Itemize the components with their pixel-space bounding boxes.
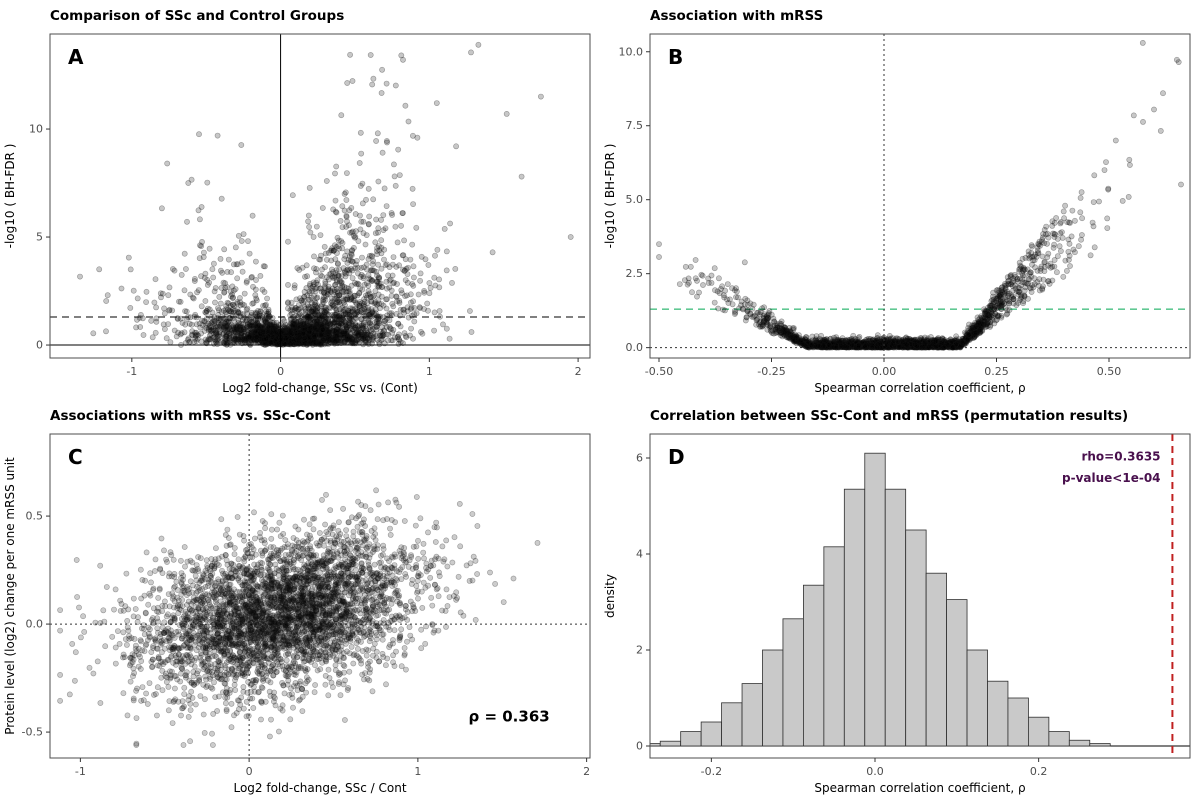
panel-a: Comparison of SSc and Control Groups -1 0…: [0, 0, 600, 400]
svg-text:2: 2: [575, 365, 582, 378]
svg-text:Log2 fold-change, SSc vs. (Con: Log2 fold-change, SSc vs. (Cont): [222, 381, 418, 395]
panel-a-volcano-plot: -1 0 1 2 0 5 10 Log2 fold-change, SSc vs. (Cont…: [3, 33, 591, 395]
panel-b-title: Association with mRSS: [650, 8, 824, 24]
svg-text:1: 1: [426, 365, 433, 378]
panel-c: Associations with mRSS vs. SSc-Cont -1 0 1…: [0, 400, 600, 800]
panel-b: Association with mRSS -0.50 -0.25 0.00 0.25…: [600, 0, 1200, 400]
svg-text:-log10 ( BH-FDR ): -log10 ( BH-FDR ): [3, 144, 17, 249]
panel-b-volcano-plot: -0.50 -0.25 0.00 0.25 0.500.02.55.07.510.0Sp…: [603, 33, 1191, 395]
svg-text:0: 0: [277, 365, 284, 378]
panel-a-title: Comparison of SSc and Control Groups: [50, 8, 345, 24]
panel-d: Correlation between SSc-Cont and mRSS (p…: [600, 400, 1200, 800]
panel-d-title: Correlation between SSc-Cont and mRSS (p…: [650, 408, 1129, 424]
svg-text:A: A: [68, 45, 84, 69]
svg-text:-1: -1: [126, 365, 137, 378]
svg-text:5: 5: [36, 231, 43, 244]
svg-text:0: 0: [36, 339, 43, 352]
panel-c-title: Associations with mRSS vs. SSc-Cont: [50, 408, 331, 424]
svg-text:10: 10: [29, 123, 43, 136]
